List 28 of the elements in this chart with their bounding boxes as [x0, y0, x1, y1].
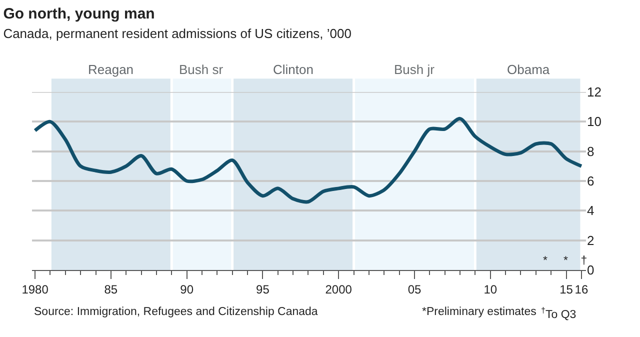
- band-label: Clinton: [273, 62, 314, 77]
- x-tick-label: 15: [560, 282, 574, 296]
- y-tick-label: 4: [587, 203, 594, 218]
- x-tick-label: 90: [180, 282, 194, 296]
- x-tick-label: 95: [256, 282, 270, 296]
- annotation: * * †: [543, 255, 588, 267]
- x-tick-label: 05: [408, 282, 422, 296]
- x-tick-label: 10: [484, 282, 498, 296]
- y-tick-label: 2: [587, 232, 594, 248]
- y-tick-label: 8: [587, 144, 594, 159]
- line-series: [33, 116, 584, 204]
- band-label: Bush sr: [179, 62, 224, 77]
- band-label: Obama: [507, 62, 550, 77]
- x-tick-label: 85: [104, 282, 118, 296]
- chart-title: Go north, young man: [3, 6, 155, 23]
- y-tick-label: 0: [587, 262, 594, 278]
- text: *Preliminary estimates: [422, 306, 537, 318]
- band-label: Bush jr: [394, 62, 436, 77]
- chart-subtitle: Canada, permanent resident admissions of US citizens, ’000: [3, 26, 352, 42]
- x-tick-label: 1980: [22, 282, 49, 296]
- x-tick-label: 2000: [325, 282, 352, 296]
- y-tick-label: 10: [587, 114, 602, 130]
- y-tick-label: 6: [587, 174, 594, 189]
- band-label: Reagan: [88, 62, 134, 77]
- x-tick-label: 16: [574, 282, 588, 296]
- y-tick-label: 12: [587, 84, 602, 100]
- source-note: Source: Immigration, Refugees and Citizenship Canada: [34, 306, 318, 318]
- text: $^{†}$To Q3: [541, 306, 576, 321]
